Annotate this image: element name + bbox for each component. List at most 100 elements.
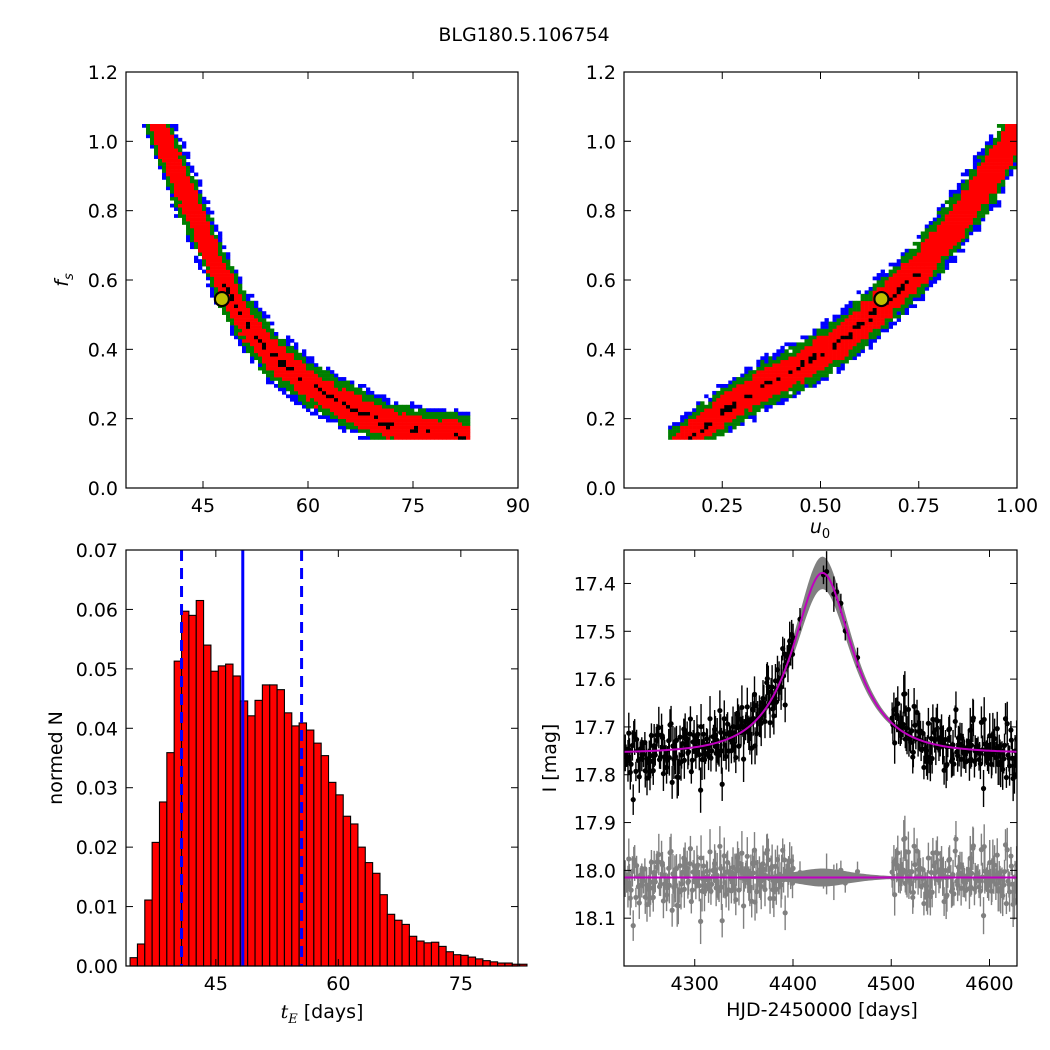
- heatmap-cell-red: [720, 401, 725, 406]
- heatmap-cell-green: [378, 401, 383, 406]
- heatmap-cell-red: [378, 418, 383, 423]
- heatmap-cell-green: [720, 390, 725, 395]
- heatmap-cell-blue: [454, 408, 459, 413]
- heatmap-cell-red: [748, 401, 753, 406]
- axes-frame-histogram: [125, 549, 519, 967]
- heatmap-cell-green: [194, 182, 199, 187]
- heatmap-cell-red: [230, 300, 235, 305]
- heatmap-cell-blue: [820, 321, 825, 326]
- y-ticks-lightcurve-label: 18.1: [574, 908, 616, 930]
- heatmap-cell-red: [728, 415, 733, 419]
- heatmap-cell-red: [178, 203, 183, 208]
- heatmap-cell-red: [190, 203, 195, 208]
- heatmap-cell-red: [462, 429, 467, 433]
- heatmap-cell-red: [908, 266, 914, 270]
- heatmap-cell-blue: [812, 384, 817, 388]
- heatmap-cell-red: [214, 255, 219, 260]
- heatmap-cell-red: [708, 415, 713, 419]
- heatmap-cell-red: [796, 356, 801, 361]
- heatmap-cell-green: [350, 387, 355, 392]
- heatmap-cell-blue: [1008, 172, 1014, 177]
- data-point: [698, 787, 704, 793]
- heatmap-cell-red: [692, 425, 697, 430]
- heatmap-cell-red: [748, 380, 753, 385]
- heatmap-cell-red: [788, 356, 793, 361]
- heatmap-cell-green: [984, 207, 990, 211]
- heatmap-cell-red: [968, 182, 974, 187]
- heatmap-cell-red: [202, 248, 207, 253]
- heatmap-cell-red: [174, 186, 179, 191]
- heatmap-cell-red: [178, 176, 183, 180]
- heatmap-cell-red: [442, 429, 447, 433]
- heatmap-cell-red: [306, 394, 311, 399]
- heatmap-cell-red: [210, 269, 215, 274]
- heatmap-cell-red: [860, 304, 865, 309]
- heatmap-cell-red: [266, 363, 271, 367]
- heatmap-cell-green: [458, 418, 463, 423]
- heatmap-cell-green: [812, 335, 817, 340]
- heatmap-cell-green: [824, 328, 829, 333]
- heatmap-cell-red: [182, 165, 187, 170]
- heatmap-cell-blue: [386, 401, 391, 406]
- heatmap-cell-red: [972, 176, 978, 180]
- y-ticks-fs-te-label: 0.2: [88, 409, 118, 431]
- heatmap-cell-red: [932, 248, 938, 253]
- heatmap-cell-blue: [1008, 169, 1014, 173]
- heatmap-cell-red: [848, 328, 853, 333]
- heatmap-cell-blue: [186, 234, 191, 239]
- data-point: [980, 785, 987, 792]
- heatmap-cell-red: [832, 328, 837, 333]
- heatmap-cell-red: [426, 432, 431, 437]
- heatmap-cell-red: [812, 349, 817, 354]
- heatmap-cell-red: [282, 356, 287, 361]
- heatmap-cell-red: [466, 429, 471, 433]
- heatmap-cell-green: [936, 221, 942, 225]
- heatmap-cell-green: [704, 404, 709, 409]
- heatmap-cell-red: [238, 300, 243, 305]
- heatmap-cell-red: [680, 432, 685, 437]
- heatmap-cell-red: [752, 373, 757, 378]
- heatmap-cell-red: [724, 397, 729, 402]
- heatmap-cell-black: [322, 390, 327, 395]
- heatmap-cell-red: [752, 380, 757, 385]
- heatmap-cell-green: [206, 273, 211, 277]
- heatmap-cell-red: [768, 373, 773, 378]
- residual-point: [925, 855, 931, 861]
- heatmap-cell-green: [912, 248, 918, 253]
- heatmap-cell-red: [908, 283, 914, 288]
- heatmap-cell-red: [218, 262, 223, 267]
- heatmap-cell-red: [976, 165, 982, 170]
- heatmap-cell-red: [1008, 130, 1014, 135]
- heatmap-cell-black: [350, 408, 355, 413]
- heatmap-cell-red: [378, 425, 383, 430]
- heatmap-cell-green: [466, 415, 471, 419]
- heatmap-cell-red: [454, 422, 459, 426]
- heatmap-cell-red: [446, 425, 451, 430]
- heatmap-cell-blue: [864, 290, 869, 295]
- heatmap-cell-red: [708, 408, 713, 413]
- heatmap-cell-red: [194, 221, 199, 225]
- heatmap-cell-red: [238, 332, 243, 336]
- heatmap-cell-green: [302, 401, 307, 406]
- heatmap-cell-green: [302, 397, 307, 402]
- heatmap-cell-red: [732, 390, 737, 395]
- data-point: [712, 726, 718, 733]
- heatmap-cell-red: [992, 169, 998, 173]
- heatmap-cell-green: [314, 370, 319, 374]
- data-point: [669, 779, 675, 785]
- heatmap-cell-green: [358, 390, 363, 395]
- heatmap-cell-black: [832, 342, 837, 347]
- heatmap-cell-blue: [948, 259, 954, 263]
- heatmap-cell-red: [338, 394, 343, 399]
- heatmap-cell-red: [358, 404, 363, 409]
- heatmap-cell-red: [166, 151, 171, 156]
- heatmap-cell-red: [266, 335, 271, 340]
- heatmap-cell-green: [936, 217, 942, 222]
- heatmap-cell-red: [972, 207, 978, 211]
- heatmap-cell-green: [960, 186, 966, 191]
- heatmap-cell-black: [278, 359, 283, 364]
- heatmap-cell-red: [924, 266, 930, 270]
- heatmap-cell-green: [968, 224, 974, 229]
- heatmap-cell-green: [768, 401, 773, 406]
- heatmap-cell-red: [732, 387, 737, 392]
